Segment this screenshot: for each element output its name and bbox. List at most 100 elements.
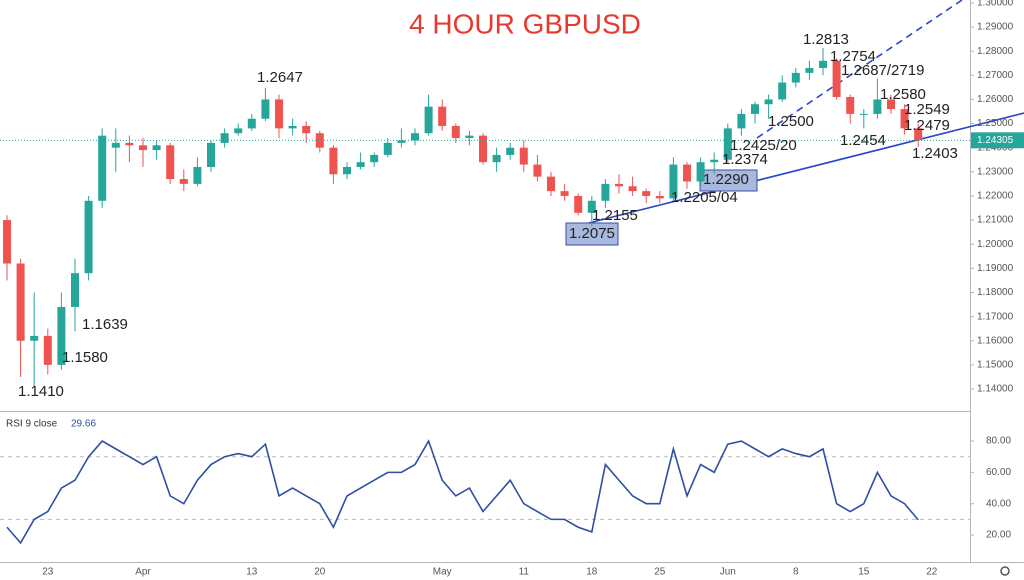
annotation: 1.2205/04	[671, 189, 738, 206]
x-tick-label: Jun	[720, 567, 736, 578]
candle-body	[71, 273, 79, 307]
candle-body	[193, 166, 202, 184]
candle-body	[234, 128, 243, 134]
x-tick-label: 13	[246, 567, 258, 578]
candle-body	[683, 164, 691, 182]
x-tick-label: 23	[42, 567, 54, 578]
candle-body	[642, 191, 651, 196]
annotation: 1.1410	[18, 383, 64, 400]
candle-body	[846, 97, 855, 114]
candle-body	[479, 135, 487, 163]
candle-body	[560, 191, 569, 196]
candle-body	[791, 72, 800, 83]
candle-body	[424, 106, 433, 134]
y-tick-label: 1.25000	[977, 118, 1014, 129]
y-tick-label: 1.29000	[977, 22, 1014, 33]
candle-body	[343, 166, 351, 175]
candle-body	[547, 176, 555, 192]
annotation: 1.2155	[592, 207, 638, 224]
y-tick-label: 1.26000	[977, 94, 1014, 105]
candle-body	[533, 164, 542, 177]
candle-body	[859, 113, 868, 115]
annotation: 1.2647	[257, 69, 303, 86]
y-tick-label: 1.21000	[977, 215, 1014, 226]
settings-icon[interactable]	[1000, 566, 1010, 576]
candle-body	[111, 142, 120, 148]
candle-body	[220, 133, 229, 143]
candle-body	[288, 125, 297, 129]
candle-body	[411, 133, 419, 141]
candle-body	[329, 147, 338, 175]
y-tick-label: 1.23000	[977, 166, 1014, 177]
candle-body	[438, 106, 447, 126]
x-tick-label: 8	[793, 567, 799, 578]
y-tick-label: 1.19000	[977, 263, 1014, 274]
candle-body	[669, 164, 678, 199]
candle-body	[207, 142, 215, 167]
rsi-last-value: 29.66	[71, 419, 96, 430]
candle-body	[737, 113, 746, 129]
candle-body	[302, 125, 311, 134]
annotation: 1.2500	[768, 113, 814, 130]
candle-body	[873, 99, 882, 114]
candle-body	[805, 68, 814, 73]
y-tick-label: 60.00	[986, 467, 1011, 478]
annotation: 1.2479	[904, 117, 950, 134]
candle-body	[98, 135, 107, 201]
chart-title: 4 HOUR GBPUSD	[409, 8, 641, 39]
annotation: 1.1580	[62, 349, 108, 366]
y-tick-label: 40.00	[986, 498, 1011, 509]
candle-body	[574, 195, 583, 213]
candle-body	[179, 179, 188, 184]
candle-body	[125, 142, 134, 146]
y-tick-label: 1.15000	[977, 360, 1014, 371]
annotation: 1.2454	[840, 132, 886, 149]
annotation: 1.2290	[703, 171, 749, 188]
candle-body	[139, 145, 147, 151]
y-tick-label: 1.17000	[977, 311, 1014, 322]
y-tick-label: 1.30000	[977, 0, 1014, 9]
support-trendline	[584, 112, 1024, 225]
candle-body	[506, 147, 515, 155]
candle-body	[261, 99, 270, 119]
rsi-title: RSI 9 close	[6, 419, 58, 430]
candle-body	[397, 140, 406, 143]
candle-body	[465, 135, 474, 139]
candle-body	[451, 125, 460, 139]
x-tick-label: 18	[586, 567, 598, 578]
y-tick-label: 80.00	[986, 436, 1011, 447]
y-tick-label: 1.28000	[977, 46, 1014, 57]
x-tick-label: 15	[858, 567, 870, 578]
candle-body	[764, 99, 773, 105]
candle-body	[710, 159, 719, 163]
x-tick-label: 20	[314, 567, 326, 578]
candle-body	[16, 263, 25, 341]
candle-body	[383, 142, 392, 155]
y-tick-label: 1.16000	[977, 335, 1014, 346]
candle-body	[601, 183, 610, 201]
annotation: 1.2075	[569, 225, 615, 242]
annotation: 1.2580	[880, 86, 926, 103]
y-tick-label: 1.20000	[977, 239, 1014, 250]
x-tick-label: Apr	[135, 567, 151, 578]
candle-body	[315, 133, 324, 148]
candle-body	[356, 162, 365, 167]
candle-body	[43, 335, 52, 365]
candle-body	[247, 118, 256, 129]
x-tick-label: 25	[654, 567, 666, 578]
candle-body	[900, 109, 909, 129]
annotation: 1.2403	[912, 145, 958, 162]
candle-body	[914, 128, 923, 141]
annotation: 1.2754	[830, 48, 876, 65]
candle-body	[615, 183, 623, 187]
y-tick-label: 1.22000	[977, 191, 1014, 202]
y-tick-label: 1.27000	[977, 70, 1014, 81]
annotation: 1.2549	[904, 101, 950, 118]
candle-body	[887, 99, 895, 110]
candle-body	[275, 99, 283, 129]
y-tick-label: 1.18000	[977, 287, 1014, 298]
candle-body	[587, 200, 596, 213]
candle-body	[628, 186, 637, 192]
